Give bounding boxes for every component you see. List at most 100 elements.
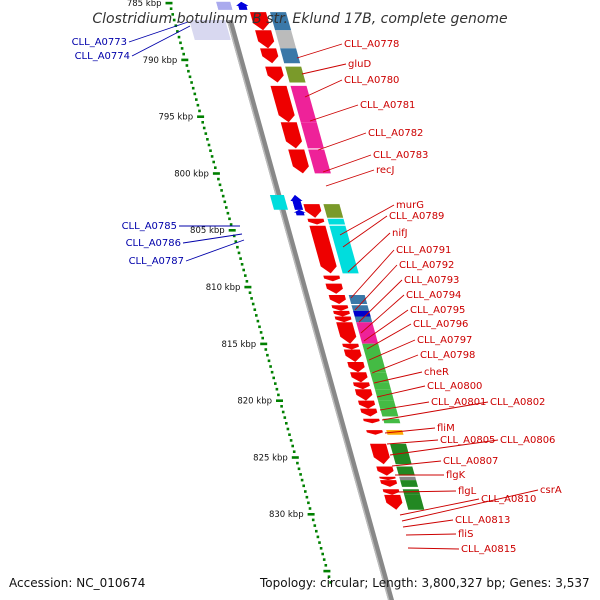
- minor-tick-mark: [209, 149, 212, 152]
- minor-tick-mark: [296, 461, 299, 465]
- minor-tick-mark: [191, 86, 195, 90]
- minor-tick-mark: [258, 325, 261, 329]
- gene-label-cll-a0795: CLL_A0795: [410, 305, 465, 316]
- gene-label-recj: recJ: [376, 165, 395, 176]
- minor-tick-mark: [253, 308, 257, 311]
- minor-tick-mark: [228, 217, 231, 221]
- gene-label-cll-a0794: CLL_A0794: [406, 290, 461, 301]
- minor-tick-mark: [242, 268, 245, 272]
- minor-tick-mark: [259, 331, 263, 334]
- leader-line-cll-a0810: [399, 498, 480, 516]
- tick-label-830: 830 kbp: [269, 510, 304, 520]
- cog-block-nifj: [329, 225, 359, 274]
- forward-gene-cll-a0802: [353, 382, 370, 390]
- leader-line-cll-a0815: [407, 547, 460, 550]
- reverse-cog-block-cll-a0774: [216, 1, 233, 10]
- leader-line-cll-a0802: [381, 401, 489, 421]
- minor-tick-mark: [172, 18, 176, 22]
- leader-line-nifj: [347, 232, 391, 273]
- forward-gene-flis: [382, 489, 400, 495]
- accession-text: Accession: NC_010674: [9, 576, 146, 590]
- gene-label-cll-a0798: CLL_A0798: [420, 350, 475, 361]
- minor-tick-mark: [212, 160, 215, 164]
- minor-tick-mark: [289, 439, 293, 442]
- minor-tick-mark: [198, 109, 201, 113]
- cog-block-cll-a0796: [354, 316, 373, 323]
- major-tick-mark: [323, 569, 331, 573]
- forward-gene-nifj: [309, 225, 337, 274]
- forward-gene-cll-a0800: [347, 362, 365, 373]
- cog-block-cll-a0805: [378, 400, 397, 409]
- gene-label-cll-a0787: CLL_A0787: [129, 256, 184, 267]
- minor-tick-mark: [264, 348, 268, 351]
- minor-tick-mark: [281, 410, 285, 414]
- minor-tick-mark: [239, 257, 242, 260]
- leader-line-cll-a0793: [358, 279, 403, 323]
- gene-label-cll-a0806: CLL_A0806: [500, 435, 555, 446]
- leader-line-cll-a0773: [128, 21, 189, 43]
- leader-line-cll-a0783: [322, 154, 372, 173]
- cog-block-csra: [399, 476, 417, 481]
- minor-tick-mark: [220, 189, 223, 192]
- tick-label-785: 785 kbp: [127, 0, 162, 9]
- minor-tick-mark: [274, 382, 277, 385]
- cog-block-cll-a0815: [404, 494, 425, 510]
- minor-tick-mark: [292, 450, 296, 453]
- forward-gene-cher: [343, 349, 362, 362]
- leader-line-murg: [339, 204, 395, 236]
- cog-block-recj: [308, 149, 331, 174]
- forward-gene-glud: [255, 30, 275, 49]
- leader-line-flgl: [396, 490, 457, 493]
- leader-line-cll-a0782: [317, 132, 367, 151]
- minor-tick-mark: [232, 234, 236, 238]
- minor-tick-mark: [302, 484, 305, 488]
- gene-tracks: [216, 1, 425, 510]
- gene-label-cll-a0781: CLL_A0781: [360, 100, 415, 111]
- gene-label-cll-a0796: CLL_A0796: [413, 319, 468, 330]
- forward-gene-cll-a0795: [333, 310, 350, 317]
- minor-tick-mark: [221, 194, 225, 198]
- gene-labels: CLL_A0778 gluD CLL_A0780 CLL_A0781 CLL_A0782…: [72, 37, 562, 555]
- gene-label-flgl: flgL: [458, 486, 477, 497]
- gene-label-cher: cheR: [424, 367, 449, 378]
- scale-ticks: 785 kbp 790 kbp 795 kbp 800 kbp 805 kbp 810 k…: [127, 0, 332, 584]
- gene-label-flgk: flgK: [446, 470, 466, 481]
- minor-tick-mark: [193, 92, 197, 96]
- minor-tick-mark: [305, 495, 309, 499]
- tick-label-825: 825 kbp: [253, 453, 288, 463]
- forward-gene-cll-a0781: [265, 66, 284, 83]
- genome-backbone: [189, 20, 394, 600]
- minor-tick-mark: [245, 280, 249, 283]
- minor-tick-mark: [251, 302, 255, 306]
- gene-label-cll-a0782: CLL_A0782: [368, 128, 423, 139]
- forward-gene-flim: [354, 389, 373, 401]
- minor-tick-mark: [272, 376, 275, 380]
- cog-block-flgl: [390, 443, 412, 465]
- gene-label-cll-a0780: CLL_A0780: [344, 75, 399, 86]
- gene-label-cll-a0785: CLL_A0785: [122, 221, 177, 232]
- minor-tick-mark: [318, 541, 321, 544]
- forward-gene-flgk: [366, 430, 383, 435]
- forward-gene-cll-a0792: [325, 283, 343, 294]
- major-tick-mark: [165, 1, 173, 5]
- backbone-highlight: [226, 20, 390, 600]
- minor-tick-mark: [324, 564, 328, 567]
- cog-block-cll-a0778: [270, 12, 292, 31]
- forward-gene-cll-a0796: [334, 316, 352, 323]
- minor-tick-mark: [176, 30, 179, 33]
- forward-gene-cll-a0797: [336, 322, 357, 344]
- major-tick-mark: [228, 229, 236, 232]
- leader-line-cll-a0805: [386, 439, 439, 445]
- gene-label-cll-a0797: CLL_A0797: [417, 335, 472, 346]
- tick-label-790: 790 kbp: [143, 56, 178, 66]
- minor-tick-mark: [255, 314, 258, 317]
- gene-label-cll-a0783: CLL_A0783: [373, 150, 428, 161]
- minor-tick-mark: [225, 206, 228, 209]
- minor-tick-mark: [236, 245, 239, 249]
- minor-tick-mark: [322, 558, 326, 561]
- forward-gene-recj: [288, 149, 309, 174]
- forward-gene-cll-a0794: [331, 305, 349, 311]
- minor-tick-mark: [204, 132, 208, 135]
- minor-tick-mark: [218, 183, 222, 187]
- minor-tick-mark: [300, 478, 304, 482]
